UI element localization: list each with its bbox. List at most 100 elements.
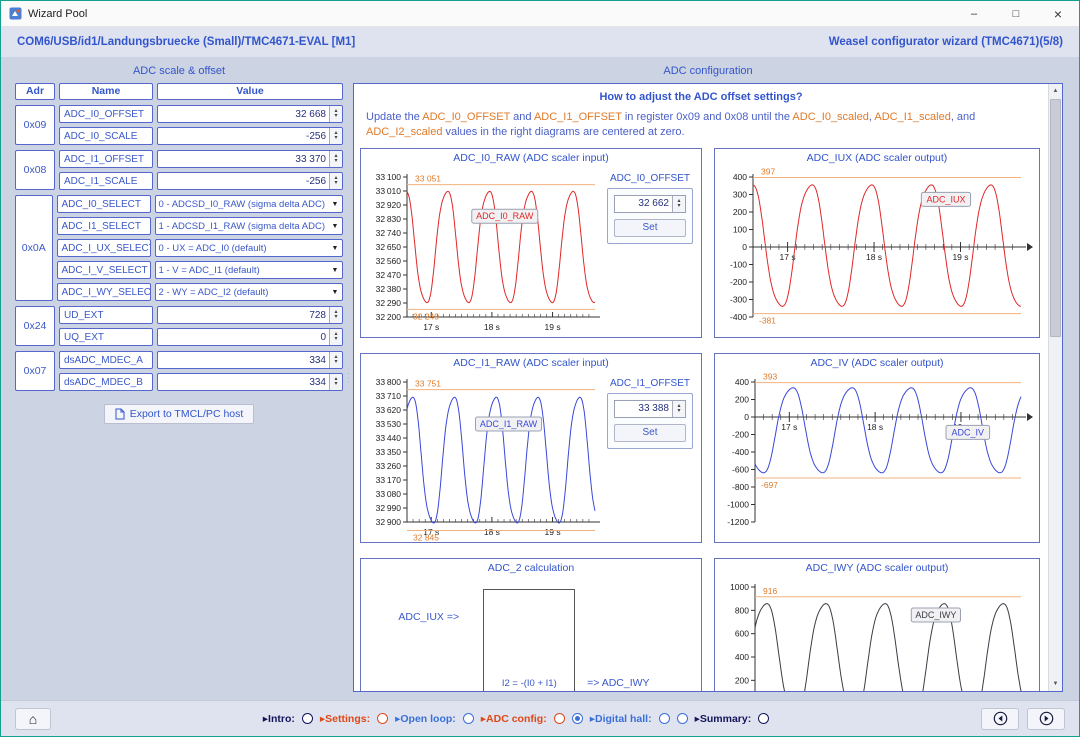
help-segment: , and — [951, 111, 975, 123]
spinner-arrows-icon[interactable]: ▴▾ — [329, 151, 342, 167]
chart-adc_iux: ADC_IUX (ADC scaler output)-400-300-200-… — [714, 148, 1040, 338]
export-button[interactable]: Export to TMCL/PC host — [104, 404, 255, 424]
dropdown-arrow-icon[interactable]: ▼ — [328, 201, 342, 208]
spinner-arrows-icon[interactable]: ▴▾ — [329, 128, 342, 144]
svg-text:1000: 1000 — [730, 582, 749, 592]
chart-plot-adc_iv: -1200-1000-800-600-400-200020040017 s18 … — [715, 372, 1039, 542]
svg-text:200: 200 — [733, 207, 747, 217]
spinner-arrows-icon[interactable]: ▴▾ — [329, 307, 342, 323]
select-ADC_I_V_SELECT[interactable]: 1 - V = ADC_I1 (default)▼ — [155, 261, 343, 279]
svg-text:33 080: 33 080 — [376, 489, 402, 499]
dropdown-arrow-icon[interactable]: ▼ — [328, 223, 342, 230]
field-name-ADC_I_WY_SELECT: ADC_I_WY_SELECT — [57, 283, 151, 301]
spinbox-dsADC_MDEC_A[interactable]: 334▴▾ — [157, 351, 343, 369]
scroll-down-icon[interactable]: ▼ — [1049, 677, 1062, 691]
step-label-0: ▸Intro: — [263, 713, 295, 725]
svg-text:32 650: 32 650 — [376, 242, 402, 252]
register-table-body: 0x09ADC_I0_OFFSET32 668▴▾ADC_I0_SCALE-25… — [15, 105, 343, 396]
minimize-button[interactable]: – — [953, 1, 995, 26]
chart-adc_iwy: ADC_IWY (ADC scaler output)-200020040060… — [714, 558, 1040, 692]
adc-config-content: How to adjust the ADC offset settings? U… — [354, 84, 1048, 692]
register-row: dsADC_MDEC_B334▴▾ — [59, 373, 343, 391]
svg-text:200: 200 — [735, 394, 749, 404]
svg-text:19 s: 19 s — [545, 322, 561, 332]
help-segment: ADC_I0_OFFSET — [422, 111, 510, 123]
step-radio-5[interactable] — [572, 713, 583, 724]
step-radio-3[interactable] — [463, 713, 474, 724]
next-button[interactable] — [1027, 708, 1065, 730]
scroll-up-icon[interactable]: ▲ — [1049, 84, 1062, 98]
chart-svg-adc_i1_raw: 32 90032 99033 08033 17033 26033 35033 4… — [361, 372, 605, 542]
home-button[interactable]: ⌂ — [15, 708, 51, 730]
signal-max-label: 916 — [763, 585, 777, 595]
help-segment: and — [510, 111, 534, 123]
spinner-arrows-icon[interactable]: ▴▾ — [672, 401, 685, 417]
step-radio-2[interactable] — [377, 713, 388, 724]
back-button[interactable] — [981, 708, 1019, 730]
spinner-arrows-icon[interactable]: ▴▾ — [329, 329, 342, 345]
select-ADC_I_UX_SELECT[interactable]: 0 - UX = ADC_I0 (default)▼ — [155, 239, 343, 257]
spinner-arrows-icon[interactable]: ▴▾ — [329, 173, 342, 189]
step-radio-1[interactable] — [302, 713, 313, 724]
step-radio-4[interactable] — [554, 713, 565, 724]
spinbox-ADC_I0_OFFSET[interactable]: 32 668▴▾ — [157, 105, 343, 123]
chart-svg-adc_iwy: -2000200400600800100017 s18 s19 s916ADC_… — [715, 577, 1039, 692]
register-row: ADC_I1_OFFSET33 370▴▾ — [59, 150, 343, 168]
spinner-arrows-icon[interactable]: ▴▾ — [329, 374, 342, 390]
spinbox-ADC_I0_SCALE[interactable]: -256▴▾ — [157, 127, 343, 145]
export-button-label: Export to TMCL/PC host — [130, 408, 244, 420]
spinbox-UD_EXT[interactable]: 728▴▾ — [157, 306, 343, 324]
close-button[interactable]: × — [1037, 1, 1079, 26]
offset-spinbox-adc_i0_offset[interactable]: 32 662▴▾ — [614, 195, 686, 213]
column-header-adr: Adr — [15, 83, 55, 100]
field-name-UQ_EXT: UQ_EXT — [59, 328, 153, 346]
dropdown-arrow-icon[interactable]: ▼ — [328, 267, 342, 274]
field-name-ADC_I0_SELECT: ADC_I0_SELECT — [57, 195, 151, 213]
register-row: UQ_EXT0▴▾ — [59, 328, 343, 346]
dropdown-arrow-icon[interactable]: ▼ — [328, 245, 342, 252]
field-name-ADC_I_UX_SELECT: ADC_I_UX_SELECT — [57, 239, 151, 257]
field-value: 2 - WY = ADC_I2 (default) — [156, 287, 328, 298]
vertical-scrollbar[interactable]: ▲ ▼ — [1048, 84, 1062, 691]
svg-text:32 380: 32 380 — [376, 284, 402, 294]
signal-min-label: -381 — [759, 315, 776, 325]
svg-text:19 s: 19 s — [545, 527, 561, 537]
maximize-button[interactable]: □ — [995, 1, 1037, 26]
field-value: 334 — [158, 355, 329, 366]
panel-splitter[interactable]: ···· — [343, 62, 353, 692]
step-radio-6[interactable] — [659, 713, 670, 724]
select-ADC_I_WY_SELECT[interactable]: 2 - WY = ADC_I2 (default)▼ — [155, 283, 343, 301]
spinner-arrows-icon[interactable]: ▴▾ — [329, 352, 342, 368]
register-table-header: Adr Name Value — [15, 83, 343, 100]
spinner-arrows-icon[interactable]: ▴▾ — [329, 106, 342, 122]
svg-text:-400: -400 — [730, 312, 747, 322]
connection-breadcrumb: COM6/USB/id1/Landungsbruecke (Small)/TMC… — [17, 36, 355, 48]
signal-max-label: 33 751 — [415, 378, 441, 388]
svg-text:-200: -200 — [730, 277, 747, 287]
select-ADC_I1_SELECT[interactable]: 1 - ADCSD_I1_RAW (sigma delta ADC)▼ — [155, 217, 343, 235]
field-value: -256 — [158, 131, 329, 142]
offset-label: ADC_I1_OFFSET — [610, 378, 690, 389]
dropdown-arrow-icon[interactable]: ▼ — [328, 289, 342, 296]
spinbox-ADC_I1_SCALE[interactable]: -256▴▾ — [157, 172, 343, 190]
chart-title-adc_iv: ADC_IV (ADC scaler output) — [715, 354, 1039, 372]
select-ADC_I0_SELECT[interactable]: 0 - ADCSD_I0_RAW (sigma delta ADC)▼ — [155, 195, 343, 213]
step-radio-7[interactable] — [677, 713, 688, 724]
set-button-adc_i0_offset[interactable]: Set — [614, 219, 686, 237]
spinner-arrows-icon[interactable]: ▴▾ — [672, 196, 685, 212]
field-value: 0 - UX = ADC_I0 (default) — [156, 243, 328, 254]
spinbox-UQ_EXT[interactable]: 0▴▾ — [157, 328, 343, 346]
step-radio-8[interactable] — [758, 713, 769, 724]
svg-text:400: 400 — [735, 377, 749, 387]
register-address: 0x08 — [15, 150, 55, 190]
register-address: 0x07 — [15, 351, 55, 391]
chart-title-adc_i1_raw: ADC_I1_RAW (ADC scaler input) — [361, 354, 701, 372]
spinbox-ADC_I1_OFFSET[interactable]: 33 370▴▾ — [157, 150, 343, 168]
scrollbar-thumb[interactable] — [1050, 99, 1061, 337]
spinbox-dsADC_MDEC_B[interactable]: 334▴▾ — [157, 373, 343, 391]
offset-spinbox-adc_i1_offset[interactable]: 33 388▴▾ — [614, 400, 686, 418]
series-adc_i0_raw — [407, 191, 595, 302]
set-button-adc_i1_offset[interactable]: Set — [614, 424, 686, 442]
field-value: 728 — [158, 310, 329, 321]
help-segment: Update the — [366, 111, 422, 123]
